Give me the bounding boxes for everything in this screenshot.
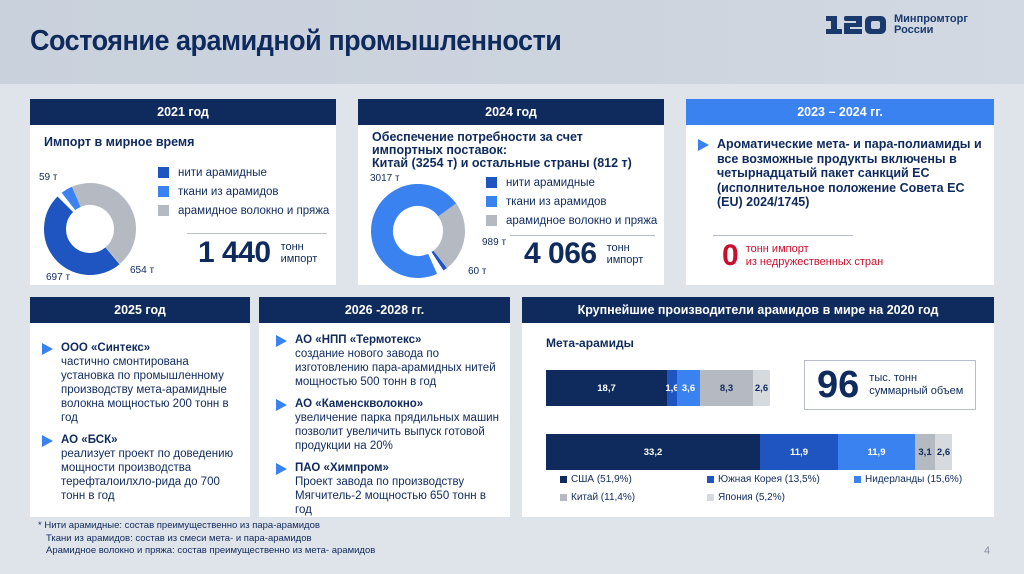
- legend-japan: Япония (5,2%): [707, 492, 785, 503]
- bar-para-aramids: 33,2 11,9 11,9 3,1 2,6: [546, 434, 952, 470]
- legend-swatch-navy: [560, 476, 567, 483]
- total-2024: 4 066: [524, 237, 597, 270]
- divider: [187, 233, 327, 234]
- bar-seg-usa: 33,2: [546, 434, 760, 470]
- donut-chart-2024: [371, 184, 465, 278]
- total-volume-box: 96 тыс. тонн суммарный объем: [804, 360, 976, 410]
- bar-seg-japan: 2,6: [753, 370, 770, 406]
- bullet-arrow-icon: [42, 343, 53, 355]
- label-654t: 654 т: [130, 265, 155, 276]
- bar-seg-netherlands: 3,6: [677, 370, 700, 406]
- list-item: АО «НПП «Термотекс» создание нового завод…: [276, 333, 504, 389]
- card-producers-header: Крупнейшие производители арамидов в мире…: [522, 297, 994, 323]
- legend-korea: Южная Корея (13,5%): [707, 474, 820, 485]
- card-2026-header: 2026 -2028 гг.: [259, 297, 510, 323]
- legend-swatch-dark-blue: [158, 167, 169, 178]
- legend-item-fabrics: ткани из арамидов: [486, 192, 657, 211]
- label-3017t: 3017 т: [370, 173, 400, 184]
- card-sanctions: 2023 – 2024 гг. Ароматические мета- и па…: [686, 99, 994, 285]
- label-60t: 60 т: [468, 266, 487, 277]
- total-volume-number: 96: [817, 363, 860, 406]
- legend-netherlands: Нидерланды (15,6%): [854, 474, 962, 485]
- card-2021-header: 2021 год: [30, 99, 336, 125]
- card-2024-subtitle: Обеспечение потребности за счет импортны…: [372, 130, 632, 170]
- bullet-arrow-icon: [42, 435, 53, 447]
- divider: [510, 235, 655, 236]
- logo-line1: Минпромторг: [894, 13, 968, 25]
- card-2025: 2025 год ООО «Синтекс» частично смонтиров…: [30, 297, 250, 517]
- card-sanctions-header: 2023 – 2024 гг.: [686, 99, 994, 125]
- sanctions-text: Ароматические мета- и пара-полиамиды и в…: [717, 137, 982, 209]
- bar-seg-china: 3,1: [915, 434, 935, 470]
- card-2021-subtitle: Импорт в мирное время: [44, 135, 195, 149]
- card-2021: 2021 год Импорт в мирное время 59 т 654 …: [30, 99, 336, 285]
- label-59t: 59 т: [39, 172, 58, 183]
- logo-120-icon: [826, 14, 886, 36]
- bar-seg-korea: 1,6: [665, 370, 679, 406]
- meta-aramids-label: Мета-арамиды: [546, 336, 634, 350]
- legend-swatch-dark-blue: [486, 177, 497, 188]
- zero-import-number: 0: [722, 239, 739, 272]
- total-2021: 1 440: [198, 236, 271, 269]
- list-item: ООО «Синтекс» частично смонтирована устан…: [42, 341, 242, 425]
- legend-swatch-bright-blue: [854, 476, 861, 483]
- bullet-arrow-icon: [276, 463, 287, 475]
- bar-seg-netherlands: 11,9: [838, 434, 915, 470]
- legend-china: Китай (11,4%): [560, 492, 635, 503]
- list-item: ПАО «Химпром» Проект завода по производст…: [276, 461, 504, 517]
- bar-meta-aramids: 18,7 1,6 3,6 8,3 2,6: [546, 370, 770, 406]
- bar-seg-usa: 18,7: [546, 370, 667, 406]
- bullet-arrow-icon: [276, 335, 287, 347]
- page-title: Состояние арамидной промышленности: [30, 25, 562, 57]
- legend-swatch-bright-blue: [158, 186, 169, 197]
- legend-item-yarns: нити арамидные: [158, 163, 329, 182]
- card-2024-header: 2024 год: [358, 99, 664, 125]
- card-2025-header: 2025 год: [30, 297, 250, 323]
- card-2026-2028: 2026 -2028 гг. АО «НПП «Термотекс» создан…: [259, 297, 510, 517]
- legend-item-fabrics: ткани из арамидов: [158, 182, 329, 201]
- legend-item-fiber: арамидное волокно и пряжа: [158, 201, 329, 220]
- logo-line2: России: [894, 24, 934, 36]
- legend-swatch-bright-blue: [486, 196, 497, 207]
- bar-seg-china: 8,3: [700, 370, 753, 406]
- footnote: * Нити арамидные: состав преимущественно…: [38, 520, 376, 556]
- bullet-arrow-icon: [276, 399, 287, 411]
- legend-item-fiber: арамидное волокно и пряжа: [486, 211, 657, 230]
- label-989t: 989 т: [482, 237, 507, 248]
- legend-item-yarns: нити арамидные: [486, 173, 657, 192]
- bar-seg-korea: 11,9: [760, 434, 838, 470]
- label-697t: 697 т: [46, 272, 71, 283]
- card-2024: 2024 год Обеспечение потребности за счет…: [358, 99, 664, 285]
- legend-swatch-gray: [486, 215, 497, 226]
- divider: [713, 235, 853, 236]
- legend-swatch-gray: [560, 494, 567, 501]
- list-item: АО «БСК» реализует проект по доведению мо…: [42, 433, 242, 503]
- bar-seg-japan: 2,6: [935, 434, 952, 470]
- page-number: 4: [984, 545, 991, 557]
- donut-chart-2021: [44, 183, 136, 275]
- ministry-logo: Минпромторг России: [826, 14, 968, 36]
- legend-usa: США (51,9%): [560, 474, 632, 485]
- bullet-arrow-icon: [698, 139, 709, 151]
- legend-swatch-dark-blue: [707, 476, 714, 483]
- list-item: АО «Каменскволокно» увеличение парка пряд…: [276, 397, 504, 453]
- legend-swatch-gray: [158, 205, 169, 216]
- slide-header: Состояние арамидной промышленности Минпр…: [0, 0, 1024, 84]
- legend-swatch-light-gray: [707, 494, 714, 501]
